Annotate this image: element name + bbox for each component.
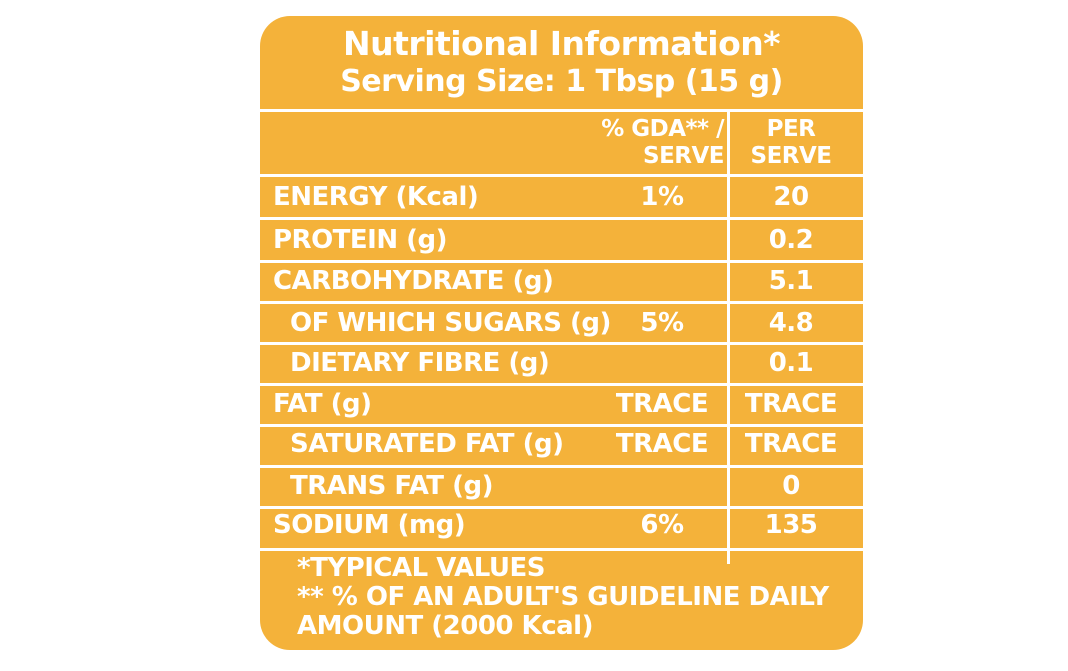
per-header-line2: SERVE — [750, 143, 833, 169]
nutrient-label: ENERGY (Kcal) — [273, 182, 479, 212]
per-serve-value: 135 — [764, 510, 818, 540]
per-serve-value: 0.1 — [768, 348, 814, 378]
nutrient-label: SATURATED FAT (g) — [290, 429, 564, 459]
footnote-typical-values: *TYPICAL VALUES — [297, 553, 545, 583]
column-divider — [727, 112, 730, 564]
per-header-line1: PER — [766, 116, 816, 142]
row-divider — [260, 506, 863, 509]
table-row: CARBOHYDRATE (g) 5.1 — [260, 261, 863, 301]
footnotes: *TYPICAL VALUES ** % OF AN ADULT'S GUIDE… — [297, 554, 829, 641]
row-divider — [260, 383, 863, 386]
per-serve-value: 4.8 — [768, 308, 814, 338]
table-row: DIETARY FIBRE (g) 0.1 — [260, 343, 863, 383]
footnote-gda-line1: ** % OF AN ADULT'S GUIDELINE DAILY — [297, 582, 829, 612]
per-serve-value: 0.2 — [768, 225, 814, 255]
row-divider — [260, 465, 863, 468]
table-row: ENERGY (Kcal) 1% 20 — [260, 177, 863, 217]
nutrition-label: Nutritional Information* Serving Size: 1… — [260, 16, 863, 650]
per-serve-value: 0 — [782, 471, 800, 501]
per-serve-column-header: PER SERVE — [732, 116, 850, 170]
nutrient-label: CARBOHYDRATE (g) — [273, 266, 554, 296]
row-divider — [260, 301, 863, 304]
row-divider — [260, 342, 863, 345]
gda-value — [600, 220, 724, 260]
gda-value: TRACE — [615, 389, 709, 419]
table-row: OF WHICH SUGARS (g) 5% 4.8 — [260, 303, 863, 343]
row-divider — [260, 260, 863, 263]
gda-value — [600, 261, 724, 301]
gda-value: 1% — [640, 182, 684, 212]
gda-value: TRACE — [615, 429, 709, 459]
row-divider — [260, 424, 863, 427]
nutrient-label: PROTEIN (g) — [273, 225, 448, 255]
table-row: SODIUM (mg) 6% 135 — [260, 505, 863, 545]
nutrient-label: DIETARY FIBRE (g) — [290, 348, 550, 378]
nutrient-label: SODIUM (mg) — [273, 510, 466, 540]
footnote-gda-line2: AMOUNT (2000 Kcal) — [297, 611, 593, 641]
per-serve-value: TRACE — [744, 389, 838, 419]
nutrient-label: FAT (g) — [273, 389, 372, 419]
nutrient-label: TRANS FAT (g) — [290, 471, 493, 501]
table-row: PROTEIN (g) 0.2 — [260, 220, 863, 260]
gda-value — [600, 343, 724, 383]
header-divider — [260, 109, 863, 112]
gda-header-line1: % GDA** / — [601, 116, 724, 142]
table-row: TRANS FAT (g) 0 — [260, 466, 863, 506]
nutrient-label: OF WHICH SUGARS (g) — [290, 308, 611, 338]
table-bottom-border — [260, 548, 863, 551]
per-serve-value: 20 — [773, 182, 809, 212]
gda-value — [600, 466, 724, 506]
gda-header-line2: SERVE — [643, 143, 725, 169]
label-title: Nutritional Information* — [342, 24, 781, 63]
per-serve-value: TRACE — [744, 429, 838, 459]
per-serve-value: 5.1 — [768, 266, 814, 296]
row-divider — [260, 217, 863, 220]
gda-value: 5% — [640, 308, 684, 338]
serving-size: Serving Size: 1 Tbsp (15 g) — [340, 64, 783, 99]
table-row: FAT (g) TRACE TRACE — [260, 384, 863, 424]
gda-column-header: % GDA** / SERVE — [600, 116, 724, 170]
gda-value: 6% — [640, 510, 684, 540]
row-divider — [260, 174, 863, 177]
table-row: SATURATED FAT (g) TRACE TRACE — [260, 424, 863, 464]
